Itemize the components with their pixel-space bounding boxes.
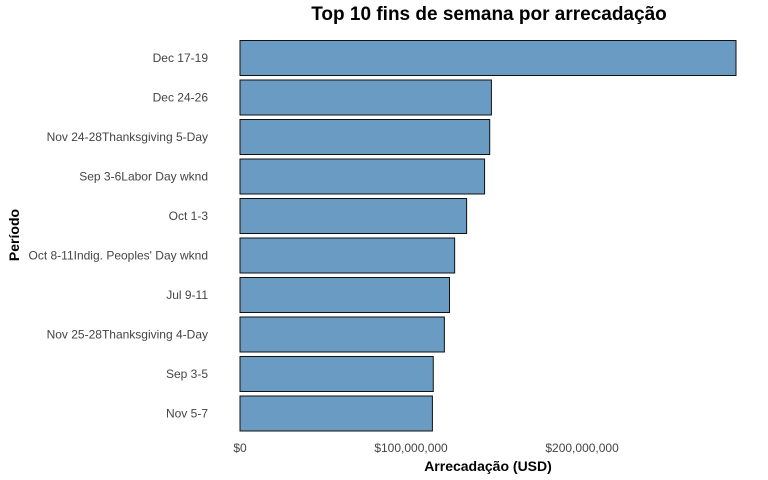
- chart-title: Top 10 fins de semana por arrecadação: [311, 4, 667, 25]
- y-tick-label: Sep 3-5: [166, 367, 208, 381]
- y-tick-labels: Dec 17-19 Dec 24-26 Nov 24-28Thanksgiving …: [29, 51, 209, 421]
- y-tick-label: Nov 24-28Thanksgiving 5-Day: [47, 130, 208, 144]
- y-tick-label: Oct 1-3: [169, 209, 209, 223]
- y-tick-label: Oct 8-11Indig. Peoples' Day wknd: [29, 249, 209, 263]
- y-tick-label: Dec 17-19: [153, 51, 209, 65]
- y-tick-label: Nov 25-28Thanksgiving 4-Day: [47, 328, 208, 342]
- y-axis-title: Período: [6, 209, 22, 261]
- bar: [239, 356, 434, 392]
- bar: [239, 119, 491, 155]
- bar: [239, 395, 433, 432]
- y-tick-label: Sep 3-6Labor Day wknd: [79, 170, 208, 184]
- bar: [239, 158, 486, 195]
- y-tick-label: Nov 5-7: [166, 407, 208, 421]
- y-tick-label: Dec 24-26: [153, 91, 209, 105]
- bar: [239, 277, 451, 313]
- x-tick-label: $100,000,000: [374, 441, 448, 455]
- x-tick-label: $0: [233, 441, 247, 455]
- bar: [239, 79, 492, 116]
- x-axis-title: Arrecadação (USD): [424, 458, 552, 474]
- y-tick-label: Jul 9-11: [166, 288, 208, 302]
- bar: [239, 40, 737, 76]
- bars-group: [239, 40, 737, 432]
- bar: [239, 198, 468, 234]
- bar: [239, 237, 456, 274]
- x-tick-label: $200,000,000: [545, 441, 619, 455]
- x-tick-labels: $0 $100,000,000 $200,000,000: [233, 441, 619, 455]
- bar: [239, 316, 445, 353]
